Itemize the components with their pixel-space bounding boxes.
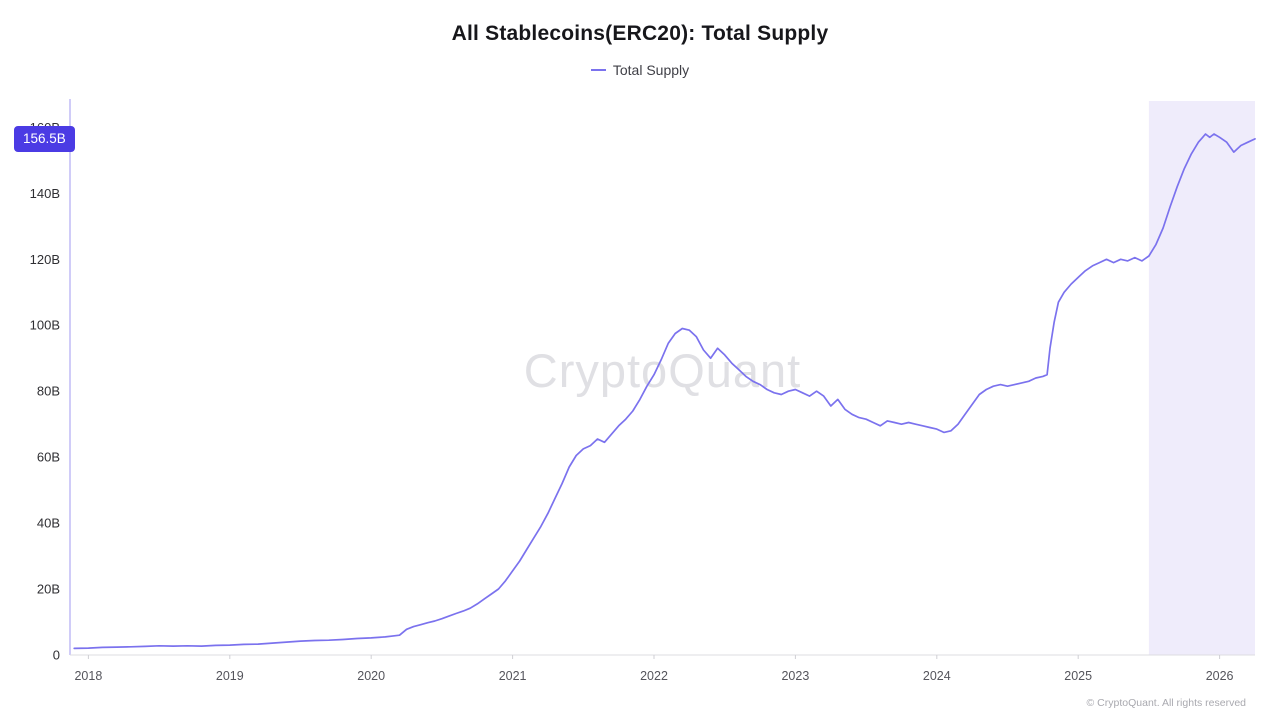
legend: Total Supply — [0, 62, 1280, 78]
current-value-badge: 156.5B — [14, 125, 75, 152]
y-axis-label: 60B — [37, 450, 60, 465]
chart-title: All Stablecoins(ERC20): Total Supply — [451, 22, 829, 45]
x-axis-label: 2025 — [1064, 669, 1092, 683]
watermark: CryptoQuant — [523, 344, 802, 397]
legend-label: Total Supply — [612, 62, 690, 78]
x-axis-label: 2018 — [74, 669, 102, 683]
x-axis-label: 2026 — [1206, 669, 1234, 683]
y-axis-label: 80B — [37, 384, 60, 399]
x-axis-label: 2020 — [357, 669, 385, 683]
x-axis-label: 2019 — [216, 669, 244, 683]
y-axis-label: 120B — [30, 252, 60, 267]
y-axis-label: 100B — [30, 318, 60, 333]
highlight-region — [1148, 101, 1255, 655]
x-axis-label: 2023 — [781, 669, 809, 683]
y-axis-label: 40B — [37, 516, 60, 531]
copyright-text: © CryptoQuant. All rights reserved — [1086, 697, 1246, 709]
legend-item-total-supply[interactable]: Total Supply — [590, 62, 690, 78]
total-supply-line — [73, 133, 1256, 650]
x-axis-label: 2022 — [640, 669, 668, 683]
legend-line-swatch — [590, 69, 606, 71]
x-axis-label: 2024 — [923, 669, 951, 683]
y-axis-label: 140B — [30, 186, 60, 201]
y-axis-label: 0 — [53, 648, 60, 663]
y-axis-label: 20B — [37, 582, 60, 597]
x-axis-label: 2021 — [499, 669, 527, 683]
